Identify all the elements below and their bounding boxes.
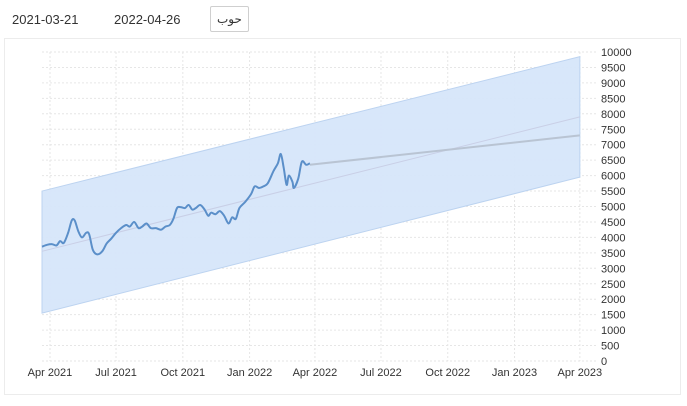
end-date-input[interactable] bbox=[108, 6, 200, 32]
x-tick-label: Oct 2022 bbox=[425, 367, 470, 379]
trend-layer bbox=[41, 116, 580, 252]
x-tick-label: Jul 2022 bbox=[360, 367, 402, 379]
x-tick-label: Jul 2021 bbox=[95, 367, 137, 379]
series-layer bbox=[41, 134, 580, 256]
x-tick-label: Apr 2023 bbox=[558, 367, 603, 379]
x-tick-label: Jan 2022 bbox=[227, 367, 272, 379]
x-tick-label: Apr 2021 bbox=[28, 367, 73, 379]
y-tick-label: 8500 bbox=[601, 93, 625, 105]
price-series-line bbox=[41, 152, 311, 256]
x-tick-label: Apr 2022 bbox=[293, 367, 338, 379]
y-tick-label: 7000 bbox=[601, 140, 625, 152]
confidence-band bbox=[41, 55, 581, 314]
y-tick-label: 9000 bbox=[601, 78, 625, 90]
y-tick-label: 4000 bbox=[601, 232, 625, 244]
y-tick-label: 1500 bbox=[601, 310, 625, 322]
date-controls: حوب bbox=[6, 4, 249, 34]
forecast-line bbox=[309, 134, 580, 166]
y-tick-label: 5000 bbox=[601, 202, 625, 214]
y-tick-label: 3000 bbox=[601, 263, 625, 275]
x-tick-label: Oct 2021 bbox=[160, 367, 205, 379]
start-date-input[interactable] bbox=[6, 6, 98, 32]
y-tick-label: 6000 bbox=[601, 171, 625, 183]
y-tick-label: 8000 bbox=[601, 109, 625, 121]
y-tick-label: 6500 bbox=[601, 155, 625, 167]
y-tick-label: 0 bbox=[601, 356, 607, 368]
y-tick-label: 7500 bbox=[601, 124, 625, 136]
x-tick-label: Jan 2023 bbox=[492, 367, 537, 379]
chart-frame bbox=[4, 38, 681, 395]
x-axis-ticks: Apr 2021 Jul 2021 Oct 2021 Jan 2022 Apr 2022… bbox=[28, 367, 603, 379]
y-tick-label: 4500 bbox=[601, 217, 625, 229]
y-tick-label: 9500 bbox=[601, 62, 625, 74]
y-tick-label: 500 bbox=[601, 341, 619, 353]
y-axis-ticks: 0 500 1000 1500 2000 2500 3000 3500 4000 4500 5000… bbox=[601, 47, 632, 368]
confidence-band-area bbox=[41, 55, 581, 314]
y-tick-label: 2500 bbox=[601, 279, 625, 291]
y-tick-label: 2000 bbox=[601, 294, 625, 306]
trend-line bbox=[41, 116, 580, 252]
y-tick-label: 1000 bbox=[601, 325, 625, 337]
y-tick-label: 3500 bbox=[601, 248, 625, 260]
y-tick-label: 10000 bbox=[601, 47, 632, 59]
go-button[interactable]: حوب bbox=[210, 6, 249, 32]
y-tick-label: 5500 bbox=[601, 186, 625, 198]
